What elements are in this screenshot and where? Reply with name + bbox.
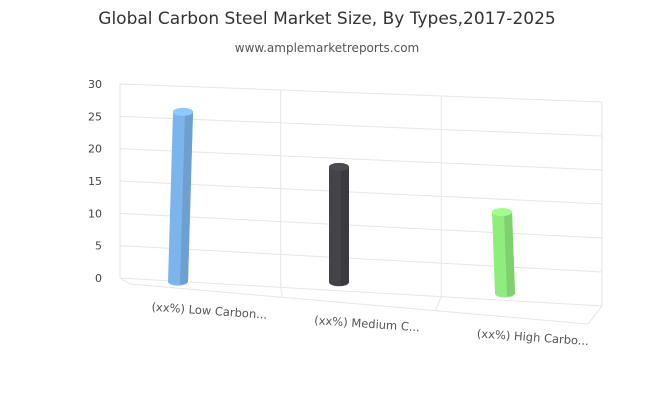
bar-top (329, 162, 349, 171)
floor-divider (434, 296, 442, 311)
bar-top (492, 208, 512, 217)
grid-line (119, 180, 603, 205)
bar-1 (168, 107, 193, 286)
y-tick-label: 25 (88, 110, 102, 123)
bar-shade (180, 111, 193, 285)
x-category-label: (xx%) Low Carbon... (151, 300, 268, 322)
floor-front-edge (129, 283, 589, 325)
y-axis-ticks: 0 5 10 15 20 25 30 (88, 78, 102, 285)
y-tick-label: 5 (95, 240, 102, 253)
floor-left-edge (119, 277, 131, 285)
y-tick-label: 0 (95, 272, 102, 285)
chart-subtitle: www.amplemarketreports.com (235, 41, 419, 55)
bar-shade (504, 212, 515, 297)
grid-line (119, 115, 603, 137)
grid-line (119, 245, 603, 273)
chart-title: Global Carbon Steel Market Size, By Type… (98, 9, 555, 29)
bar-3 (492, 208, 515, 298)
floor-divider (280, 287, 284, 298)
y-tick-label: 30 (88, 78, 102, 91)
bar-shade (341, 166, 349, 286)
x-category-label: (xx%) Medium C... (314, 313, 421, 334)
grid-line (119, 83, 603, 103)
grid (119, 83, 603, 325)
grid-line (119, 212, 603, 239)
grid-line (119, 277, 603, 307)
y-tick-label: 20 (88, 143, 102, 156)
bar-top (173, 107, 193, 116)
floor-right-edge (587, 305, 603, 325)
grid-line (119, 148, 603, 171)
y-tick-label: 10 (88, 207, 102, 220)
x-axis-categories: (xx%) Low Carbon... (xx%) Medium C... (xx%… (151, 300, 589, 348)
bar-2 (329, 162, 349, 287)
bars (168, 107, 515, 298)
y-tick-label: 15 (88, 175, 102, 188)
x-category-label: (xx%) High Carbo... (476, 326, 589, 348)
